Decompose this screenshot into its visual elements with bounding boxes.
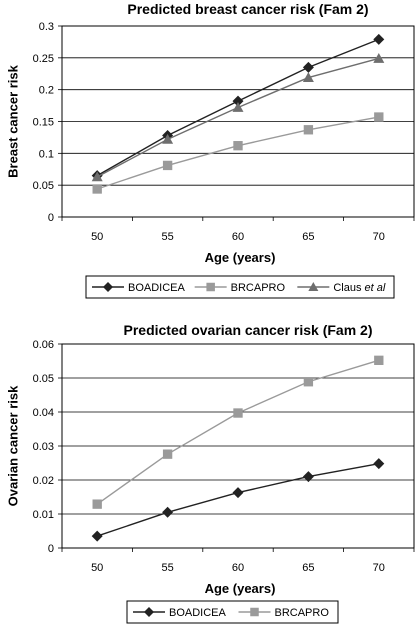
series-claus <box>91 52 385 182</box>
data-point-diamond <box>232 95 244 107</box>
legend-label: BRCAPRO <box>275 607 330 619</box>
chart-2: Predicted ovarian cancer risk (Fam 2) 0 0.… <box>5 322 415 624</box>
y-tick-label: 0.02 <box>33 475 54 487</box>
series-brcapro <box>92 355 384 509</box>
data-point-diamond <box>373 33 385 45</box>
y-tick-label: 0.3 <box>39 21 54 33</box>
y-axis-label: Breast cancer risk <box>5 64 20 178</box>
x-tick-label: 70 <box>373 231 385 243</box>
data-point-triangle <box>91 171 103 182</box>
chart-title: Predicted breast cancer risk (Fam 2) <box>127 1 368 17</box>
data-point-square <box>303 125 314 135</box>
y-tick-label: 0.05 <box>33 373 54 385</box>
y-tick-label: 0.01 <box>33 509 54 521</box>
data-point-square <box>162 449 173 459</box>
data-point-square <box>374 112 384 122</box>
legend-label: BOADICEA <box>169 607 227 619</box>
y-tick-label: 0.04 <box>33 407 54 419</box>
data-point-diamond <box>91 530 103 542</box>
legend: BOADICEA BRCAPRO <box>126 600 339 624</box>
legend-marker-square <box>206 282 215 292</box>
legend-marker-triangle <box>308 282 319 291</box>
data-point-triangle <box>373 52 385 63</box>
x-tick-label: 55 <box>161 562 173 574</box>
series-brcapro <box>92 112 384 194</box>
x-tick-label: 55 <box>161 231 173 243</box>
data-point-triangle <box>232 101 244 112</box>
legend-marker-diamond <box>103 282 113 292</box>
x-tick-label: 60 <box>232 562 244 574</box>
y-tick-label: 0.05 <box>33 180 54 192</box>
x-axis-label: Age (years) <box>205 250 276 265</box>
x-tick-label: 65 <box>302 562 314 574</box>
legend-marker-diamond <box>144 607 154 617</box>
y-tick-label: 0.06 <box>33 339 54 351</box>
x-tick-label: 60 <box>232 231 244 243</box>
series-line <box>96 359 380 505</box>
y-tick-label: 0.03 <box>33 441 54 453</box>
chart-1: Predicted breast cancer risk (Fam 2) 0 0.0… <box>5 1 415 299</box>
data-point-triangle <box>302 72 314 82</box>
legend-box <box>126 600 339 624</box>
data-point-triangle <box>162 133 174 144</box>
legend: BOADICEA BRCAPRO Claus et al <box>85 275 395 299</box>
data-point-diamond <box>373 458 385 470</box>
y-tick-label: 0 <box>48 212 54 224</box>
data-point-diamond <box>302 61 314 73</box>
x-tick-label: 50 <box>91 562 103 574</box>
y-tick-label: 0.2 <box>39 85 54 97</box>
data-point-diamond <box>302 471 314 483</box>
series-line <box>96 57 379 178</box>
x-tick-label: 50 <box>91 231 103 243</box>
data-point-diamond <box>232 487 244 499</box>
y-axis-label: Ovarian cancer risk <box>5 385 20 506</box>
y-tick-label: 0.25 <box>33 53 54 65</box>
data-point-square <box>233 141 243 151</box>
y-tick-label: 0.15 <box>33 117 54 129</box>
data-point-square <box>303 377 314 387</box>
y-tick-label: 0.1 <box>39 148 54 160</box>
data-point-square <box>374 355 384 365</box>
legend-label: Claus et al <box>333 282 386 294</box>
legend-label: BOADICEA <box>128 282 186 294</box>
data-point-square <box>92 499 102 509</box>
data-point-square <box>233 408 243 418</box>
x-tick-label: 65 <box>302 231 314 243</box>
legend-label: BRCAPRO <box>231 282 286 294</box>
legend-marker-square <box>250 607 259 617</box>
legend-box <box>85 275 395 299</box>
x-axis-label: Age (years) <box>205 581 276 596</box>
y-tick-label: 0 <box>48 543 54 555</box>
data-point-diamond <box>162 506 174 518</box>
data-point-square <box>92 184 102 194</box>
series-boadicea <box>91 458 385 542</box>
data-point-square <box>162 160 173 171</box>
chart-title: Predicted ovarian cancer risk (Fam 2) <box>124 322 373 338</box>
x-tick-label: 70 <box>373 562 385 574</box>
